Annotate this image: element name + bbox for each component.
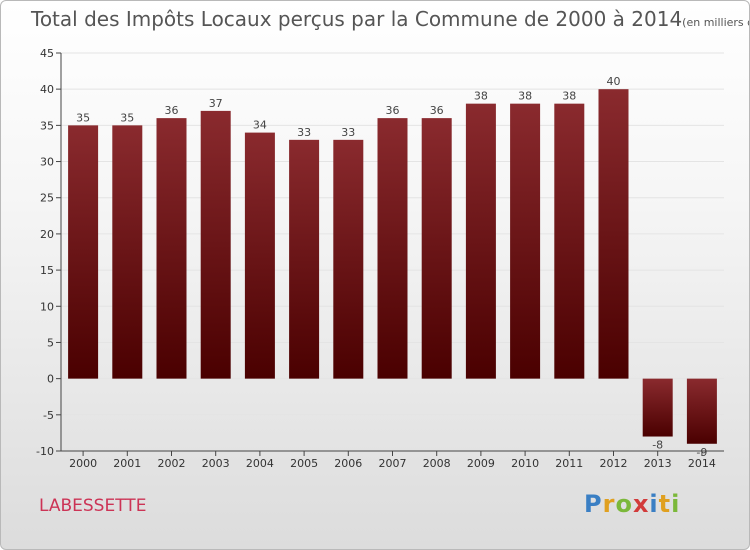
logo-letter: r — [602, 490, 616, 518]
logo-letter: t — [658, 490, 672, 518]
axes: -10 -5 0 5 10 15 20 25 30 35 40 45 2000 2001 2002 2003 2… — [36, 47, 724, 470]
y-tick-label: -5 — [43, 409, 54, 422]
y-tick-label: -10 — [36, 445, 54, 458]
chart-title: Total des Impôts Locaux perçus par la Co… — [31, 7, 749, 31]
data-labels: 35 35 36 37 34 33 33 36 36 38 38 38 40 -8 -9 — [76, 75, 707, 459]
logo-letter: o — [615, 490, 633, 518]
bar — [200, 110, 231, 379]
y-tick-label: 15 — [40, 264, 54, 277]
y-tick-label: 35 — [40, 119, 54, 132]
x-tick-label: 2002 — [158, 457, 186, 470]
x-tick-label: 2014 — [688, 457, 716, 470]
logo-letter: P — [584, 490, 603, 518]
x-tick-label: 2008 — [423, 457, 451, 470]
y-tick-label: 5 — [47, 336, 54, 349]
y-tick-label: 45 — [40, 47, 54, 60]
logo-letter: x — [632, 490, 650, 518]
data-label: 33 — [297, 126, 311, 139]
data-label: 38 — [474, 90, 488, 103]
proxiti-logo[interactable]: Proxiti — [584, 490, 680, 518]
data-label: 40 — [607, 75, 621, 88]
x-tick-label: 2011 — [555, 457, 583, 470]
bar — [510, 103, 541, 379]
data-label: -8 — [652, 439, 663, 452]
chart-title-unit: (en milliers d'€) — [682, 16, 749, 29]
bar — [333, 139, 364, 379]
x-tick-label: 2005 — [290, 457, 318, 470]
bar — [377, 118, 408, 379]
bar — [554, 103, 585, 379]
x-tick-label: 2007 — [379, 457, 407, 470]
data-label: 35 — [120, 111, 134, 124]
bar — [112, 125, 143, 379]
x-tick-label: 2004 — [246, 457, 274, 470]
data-label: 38 — [518, 90, 532, 103]
x-tick-label: 2012 — [600, 457, 628, 470]
data-label: 36 — [430, 104, 444, 117]
data-label: 35 — [76, 111, 90, 124]
bar — [68, 125, 99, 379]
chart-title-main: Total des Impôts Locaux perçus par la Co… — [31, 7, 683, 31]
data-label: 38 — [562, 90, 576, 103]
x-tick-label: 2009 — [467, 457, 495, 470]
logo-letter: i — [671, 490, 681, 518]
bar — [156, 118, 187, 379]
bar — [642, 378, 673, 437]
bar — [421, 118, 452, 379]
x-tick-label: 2000 — [69, 457, 97, 470]
data-label: 33 — [341, 126, 355, 139]
data-label: 34 — [253, 119, 267, 132]
x-tick-label: 2006 — [334, 457, 362, 470]
bar — [686, 378, 717, 444]
data-label: -9 — [696, 446, 707, 459]
bar — [244, 132, 275, 379]
y-tick-label: 20 — [40, 228, 54, 241]
data-label: 36 — [386, 104, 400, 117]
x-tick-label: 2013 — [644, 457, 672, 470]
bar — [598, 89, 629, 379]
x-tick-label: 2003 — [202, 457, 230, 470]
x-tick-label: 2010 — [511, 457, 539, 470]
logo-letter: i — [649, 490, 659, 518]
bars — [68, 89, 717, 444]
y-tick-label: 30 — [40, 156, 54, 169]
bar — [465, 103, 496, 379]
commune-name: LABESSETTE — [39, 496, 147, 516]
y-tick-label: 25 — [40, 192, 54, 205]
x-tick-label: 2001 — [113, 457, 141, 470]
bar — [289, 139, 320, 379]
data-label: 36 — [165, 104, 179, 117]
y-tick-label: 10 — [40, 300, 54, 313]
y-tick-label: 0 — [47, 373, 54, 386]
y-tick-label: 40 — [40, 83, 54, 96]
data-label: 37 — [209, 97, 223, 110]
